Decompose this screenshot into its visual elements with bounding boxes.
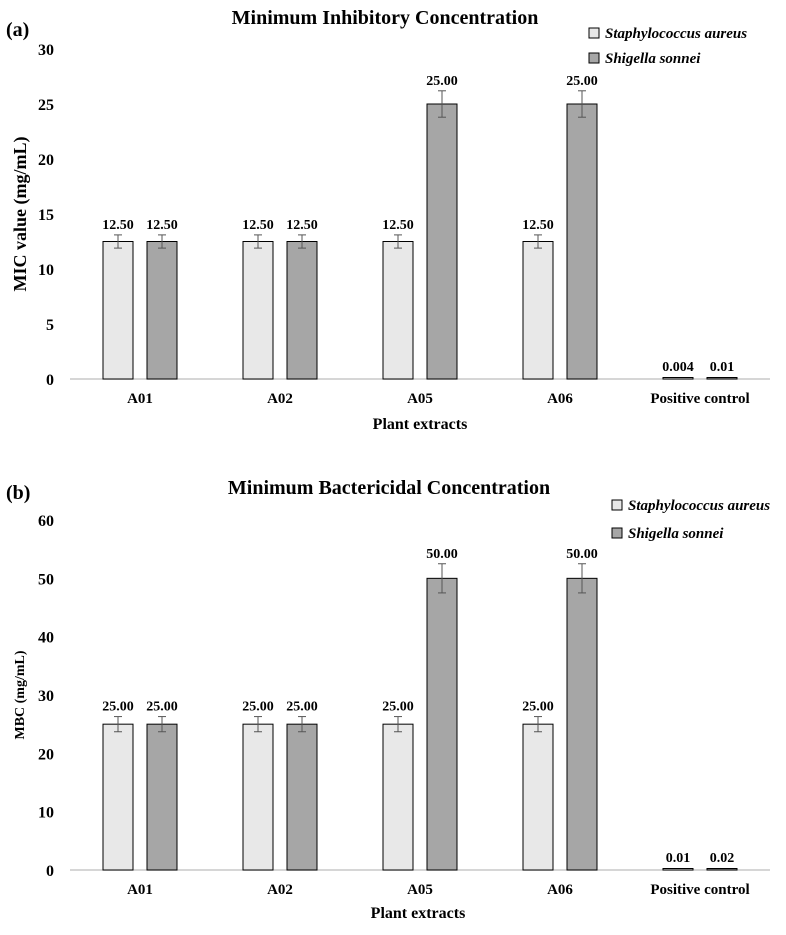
y-tick-label: 5	[46, 317, 54, 334]
bar	[382, 723, 414, 871]
y-tick-label: 0	[46, 372, 54, 389]
data-label: 25.00	[522, 700, 554, 715]
x-tick-label: A02	[267, 882, 293, 898]
y-tick-label: 25	[38, 97, 54, 114]
legend-label: Staphylococcus aureus	[628, 498, 770, 514]
legend-swatch	[588, 52, 600, 64]
data-label: 0.01	[666, 851, 691, 866]
legend-label: Shigella sonnei	[605, 51, 701, 67]
data-label: 50.00	[426, 547, 458, 562]
bar	[382, 241, 414, 380]
bar	[662, 377, 694, 380]
data-label: 0.01	[710, 360, 735, 375]
x-tick-label: Positive control	[650, 882, 749, 898]
bar	[242, 241, 274, 380]
panel-label: (a)	[6, 19, 29, 41]
bar	[566, 577, 598, 871]
bar	[242, 723, 274, 871]
y-tick-label: 30	[38, 42, 54, 59]
legend-swatch	[588, 27, 600, 39]
bar	[566, 103, 598, 380]
data-label: 25.00	[566, 74, 598, 89]
data-label: 12.50	[286, 218, 318, 233]
panel-label: (b)	[6, 482, 30, 504]
x-tick-label: A02	[267, 391, 293, 407]
data-label: 25.00	[286, 700, 318, 715]
y-axis-title: MIC value (mg/mL)	[10, 137, 31, 292]
data-label: 12.50	[382, 218, 414, 233]
y-axis-title: MBC (mg/mL)	[13, 650, 28, 739]
data-label: 12.50	[146, 218, 178, 233]
data-label: 25.00	[242, 700, 274, 715]
y-tick-label: 20	[38, 746, 54, 763]
legend-swatch	[611, 499, 623, 511]
data-label: 0.02	[710, 851, 735, 866]
bar	[522, 723, 554, 871]
chart-title: Minimum Inhibitory Concentration	[232, 7, 539, 29]
bar	[102, 241, 134, 380]
data-label: 12.50	[522, 218, 554, 233]
data-label: 12.50	[102, 218, 134, 233]
bar	[706, 868, 738, 871]
chart-title: Minimum Bactericidal Concentration	[228, 477, 550, 499]
y-tick-label: 0	[46, 863, 54, 880]
bar	[102, 723, 134, 871]
legend-label: Staphylococcus aureus	[605, 26, 747, 42]
x-tick-label: A06	[547, 882, 573, 898]
bar	[706, 377, 738, 380]
bar	[286, 723, 318, 871]
y-tick-label: 15	[38, 207, 54, 224]
bar	[662, 868, 694, 871]
data-label: 25.00	[102, 700, 134, 715]
y-tick-label: 20	[38, 152, 54, 169]
data-label: 25.00	[382, 700, 414, 715]
x-axis-title: Plant extracts	[371, 905, 466, 922]
x-tick-label: A05	[407, 882, 433, 898]
bar	[286, 241, 318, 380]
data-label: 12.50	[242, 218, 274, 233]
legend-swatch	[611, 527, 623, 539]
y-tick-label: 30	[38, 688, 54, 705]
bar	[426, 577, 458, 871]
x-tick-label: A01	[127, 391, 153, 407]
x-tick-label: A01	[127, 882, 153, 898]
y-tick-label: 50	[38, 571, 54, 588]
x-tick-label: A06	[547, 391, 573, 407]
bar	[426, 103, 458, 380]
y-tick-label: 10	[38, 262, 54, 279]
x-axis-title: Plant extracts	[373, 416, 468, 433]
data-label: 0.004	[662, 360, 694, 375]
data-label: 25.00	[426, 74, 458, 89]
bar	[522, 241, 554, 380]
data-label: 50.00	[566, 547, 598, 562]
legend-label: Shigella sonnei	[628, 526, 724, 542]
x-tick-label: A05	[407, 391, 433, 407]
bar	[146, 723, 178, 871]
y-tick-label: 60	[38, 513, 54, 530]
bar	[146, 241, 178, 380]
y-tick-label: 40	[38, 630, 54, 647]
data-label: 25.00	[146, 700, 178, 715]
y-tick-label: 10	[38, 805, 54, 822]
x-tick-label: Positive control	[650, 391, 749, 407]
